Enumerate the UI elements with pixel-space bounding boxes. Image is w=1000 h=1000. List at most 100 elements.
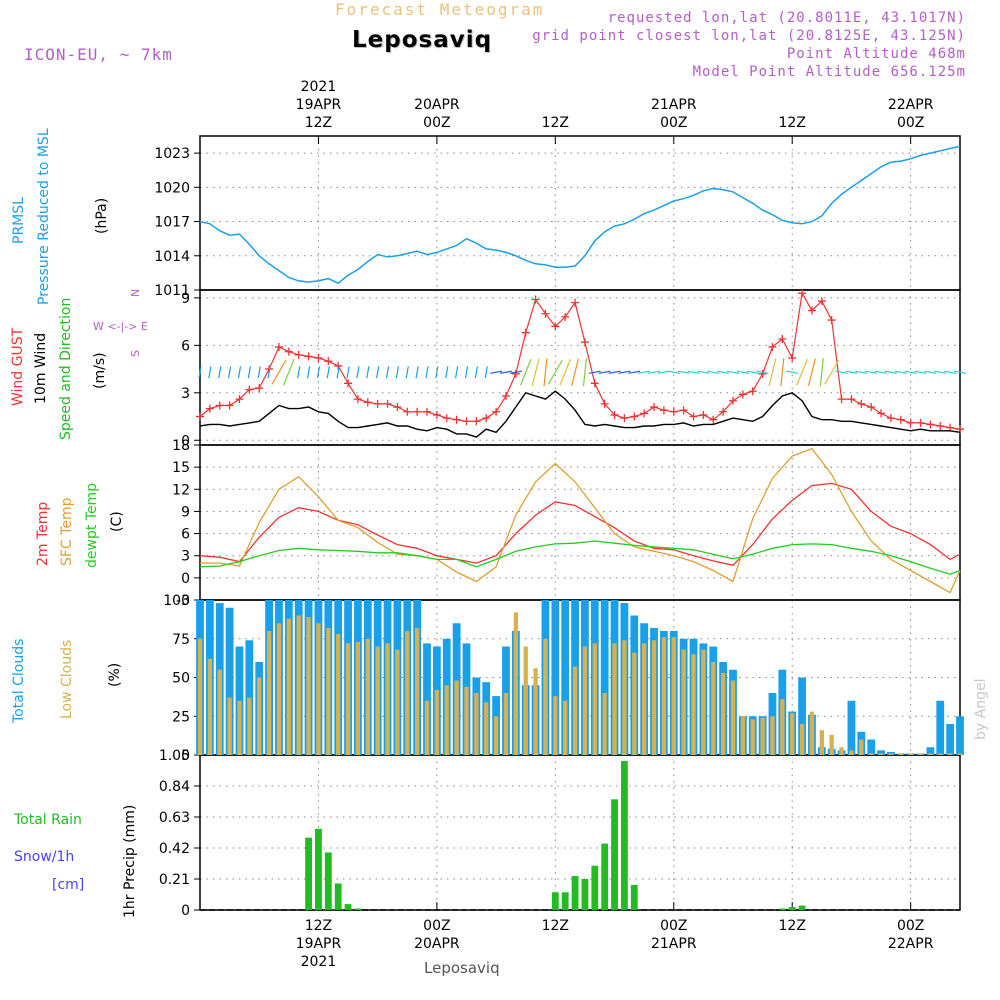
y-tick-label: 0.42 [159,841,190,857]
gust-marker [867,403,876,412]
gust-marker [847,395,856,404]
y-tick-label: 6 [181,338,190,354]
gust-marker [324,357,333,366]
x-tick-time-bottom: 12Z [542,918,569,934]
wind-arrow [819,358,824,387]
low-cloud-bar [770,716,775,755]
wind-arrow [395,366,400,379]
y-tick-label: 1014 [154,249,190,265]
gust-marker [817,297,826,306]
y-tick-label: 1017 [154,215,190,231]
low-cloud-bar [227,697,232,755]
low-cloud-bar [543,638,548,755]
gust-marker [255,384,264,393]
rain-bar [334,883,342,910]
low-cloud-bar [622,640,627,755]
sfc-temp-line [200,447,961,594]
low-cloud-bar [257,677,262,755]
low-cloud-bar [878,753,884,755]
rain-bar [601,843,609,910]
total-cloud-bar [798,677,806,755]
wind-arrow [519,359,532,386]
gust-marker [590,379,599,388]
y-tick-label: 1.05 [159,748,190,764]
low-cloud-bar [642,643,647,755]
gust-marker [669,407,678,416]
gust-marker [284,347,293,356]
total-cloud-bar [926,747,935,755]
low-cloud-bar [276,623,282,755]
low-cloud-bar [780,699,785,755]
low-cloud-bar [898,753,903,755]
gust-marker [748,387,757,396]
low-cloud-bar [701,649,706,755]
wind-arrow [474,366,478,379]
low-cloud-bar [247,697,252,755]
low-cloud-bar [730,680,736,755]
rain-bar [591,865,599,910]
wind-arrow [756,370,769,374]
gust-marker [452,415,461,424]
gust-marker [531,295,540,304]
x-tick-date-bottom: 22APR [888,936,934,952]
rain-bar [788,907,796,910]
x-tick-time-top: 00Z [423,115,450,131]
low-cloud-bar [306,617,311,755]
x-tick-date-bottom: 20APR [414,936,460,952]
low-cloud-bar [474,693,479,755]
x-tick-time-top: 00Z [897,115,924,131]
y-tick-label: 3 [181,386,190,402]
low-cloud-bar [395,649,400,755]
wind-arrow [356,366,360,379]
wind-arrow [499,370,512,374]
low-cloud-bar [740,716,746,755]
x-tick-time-top: 12Z [305,115,332,131]
low-cloud-bar [316,623,321,755]
low-cloud-bar [385,643,390,755]
low-cloud-bar [928,753,933,755]
low-cloud-bar [326,627,331,755]
total-cloud-bar [847,700,856,755]
wind-arrow [736,370,749,374]
low-cloud-bar [572,666,578,755]
wind-arrow [531,358,540,386]
gust-marker [334,361,343,370]
y-tick-label: 75 [172,632,190,648]
rain-bar [621,760,628,910]
low-cloud-bar [424,700,430,755]
low-cloud-bar [671,637,676,755]
wind-arrow [376,366,380,379]
low-cloud-bar [651,640,657,755]
wind-arrow [208,366,212,379]
gust-marker [610,410,619,419]
wind-arrow [306,366,311,379]
low-cloud-bar [503,693,509,755]
low-cloud-bar [592,643,597,755]
low-cloud-bar [434,689,440,755]
total-cloud-bar [956,716,964,755]
label-snow: Snow/1h [14,849,74,865]
low-cloud-bar [602,693,607,755]
wind-arrow [894,370,907,374]
wind-arrow [934,370,947,374]
wind-arrow [677,370,690,374]
y-tick-label: 6 [181,527,190,543]
wind-arrow [904,370,917,374]
low-cloud-bar [691,654,696,755]
low-cloud-bar [809,711,815,755]
gust-marker [778,335,787,344]
low-cloud-bar [829,734,834,755]
compass-s: S [129,350,142,357]
compass-n: N [129,289,142,297]
low-cloud-bar [947,753,953,755]
gust-marker [482,414,491,423]
gust-marker [304,352,313,361]
low-cloud-bar [197,638,203,755]
low-cloud-bar [365,638,370,755]
low-cloud-bar [750,719,755,755]
gust-marker [620,414,629,423]
y-tick-label: 0 [181,748,190,764]
low-cloud-bar [790,713,795,755]
low-cloud-bar [908,753,913,755]
gust-marker [314,354,323,363]
